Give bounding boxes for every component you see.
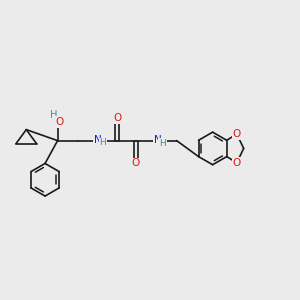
Text: O: O [113, 113, 121, 123]
Text: O: O [55, 117, 63, 127]
Text: H: H [100, 138, 106, 147]
Text: H: H [159, 139, 166, 148]
Text: O: O [233, 158, 241, 168]
Text: O: O [233, 129, 241, 139]
Text: N: N [154, 135, 161, 145]
Text: N: N [94, 135, 102, 145]
Text: H: H [50, 110, 58, 120]
Text: O: O [132, 158, 140, 169]
